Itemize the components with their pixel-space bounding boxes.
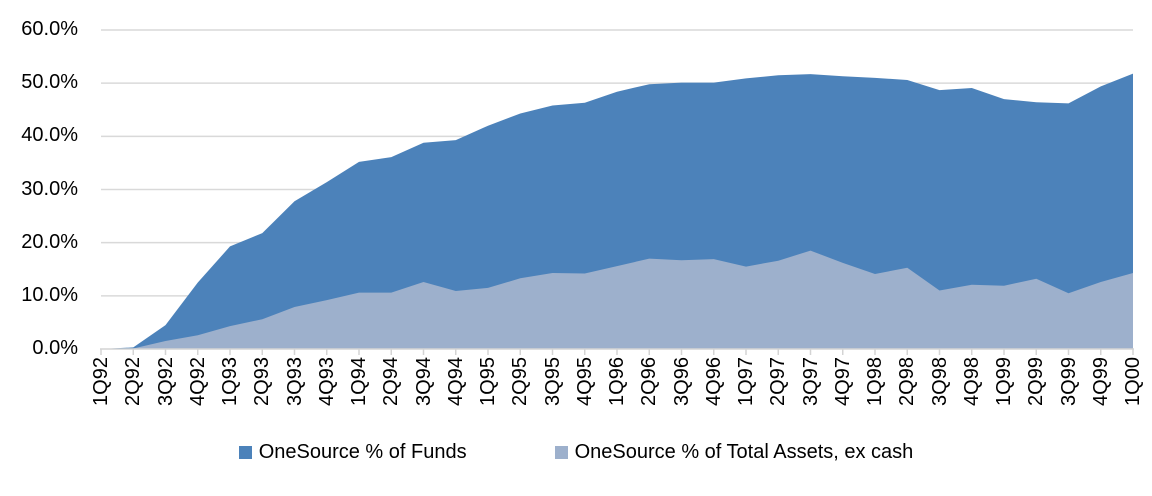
legend-entry: OneSource % of Funds: [238, 440, 467, 464]
funds-legend-swatch-icon: [238, 446, 252, 459]
y-axis-tick-label: 60.0%: [21, 18, 78, 41]
x-axis-tick-label: 3Q94: [412, 357, 435, 406]
x-axis-tick-label: 2Q95: [509, 357, 532, 406]
assets-area-series: [101, 250, 1133, 349]
x-axis-tick-label: 1Q92: [90, 357, 112, 406]
x-axis-tick-label: 4Q94: [444, 357, 467, 406]
x-axis-tick-label: 4Q93: [315, 357, 338, 406]
x-axis-tick-label: 4Q92: [186, 357, 209, 406]
x-axis-tick-label: 1Q97: [735, 357, 757, 406]
x-axis-tick-label: 2Q97: [767, 357, 790, 406]
x-axis-tick-label: 2Q94: [380, 357, 403, 406]
legend-entry: OneSource % of Total Assets, ex cash: [554, 440, 914, 464]
x-axis-labels: 1Q92 2Q92 3Q92 4Q92 1Q93 2Q93 3Q93 4Q93 1Q94 2Q94…: [90, 357, 1144, 406]
x-axis-tick-label: 1Q95: [477, 357, 499, 406]
x-axis-tick-label: 1Q94: [348, 357, 370, 406]
y-axis-tick-label: 50.0%: [21, 71, 78, 94]
x-axis-tick-label: 1Q00: [1122, 357, 1144, 406]
x-axis-tick-label: 4Q96: [702, 357, 725, 406]
x-axis-tick-label: 2Q92: [122, 357, 145, 406]
x-axis-tick-label: 2Q96: [638, 357, 661, 406]
x-axis-tick-label: 1Q99: [993, 357, 1015, 406]
x-axis-tick-label: 4Q99: [1089, 357, 1112, 406]
x-axis-tick-label: 3Q92: [154, 357, 177, 406]
x-axis-tick-label: 2Q93: [251, 357, 274, 406]
assets-legend-swatch-icon: [554, 446, 568, 459]
x-axis-tick-label: 1Q96: [606, 357, 628, 406]
legend-label: OneSource % of Total Assets, ex cash: [574, 441, 914, 463]
x-axis-tick-label: 3Q96: [670, 357, 693, 406]
x-axis-tick-label: 3Q95: [541, 357, 564, 406]
x-axis-tick-label: 3Q99: [1057, 357, 1080, 406]
x-axis-tick-label: 4Q95: [573, 357, 596, 406]
y-axis-tick-label: 40.0%: [21, 124, 78, 147]
y-axis-labels: 0.0% 10.0% 20.0% 30.0% 40.0% 50.0% 60.0%: [0, 0, 78, 430]
legend-label: OneSource % of Funds: [258, 441, 467, 463]
x-axis-tick-label: 1Q93: [219, 357, 241, 406]
legend: OneSource % of Funds OneSource % of Total…: [0, 440, 1152, 464]
y-axis-tick-label: 10.0%: [21, 283, 78, 306]
y-axis-tick-label: 0.0%: [32, 337, 78, 360]
x-axis-tick-label: 4Q98: [960, 357, 983, 406]
x-axis-tick-label: 2Q99: [1025, 357, 1048, 406]
y-axis-tick-label: 20.0%: [21, 230, 78, 253]
x-axis-tick-label: 3Q93: [283, 357, 306, 406]
x-axis-tick-label: 2Q98: [896, 357, 919, 406]
x-axis-tick-label: 3Q97: [799, 357, 822, 406]
x-axis-tick-label: 1Q98: [864, 357, 886, 406]
x-axis-tick-label: 3Q98: [928, 357, 951, 406]
y-axis-tick-label: 30.0%: [21, 177, 78, 200]
x-axis-tick-label: 4Q97: [831, 357, 854, 406]
